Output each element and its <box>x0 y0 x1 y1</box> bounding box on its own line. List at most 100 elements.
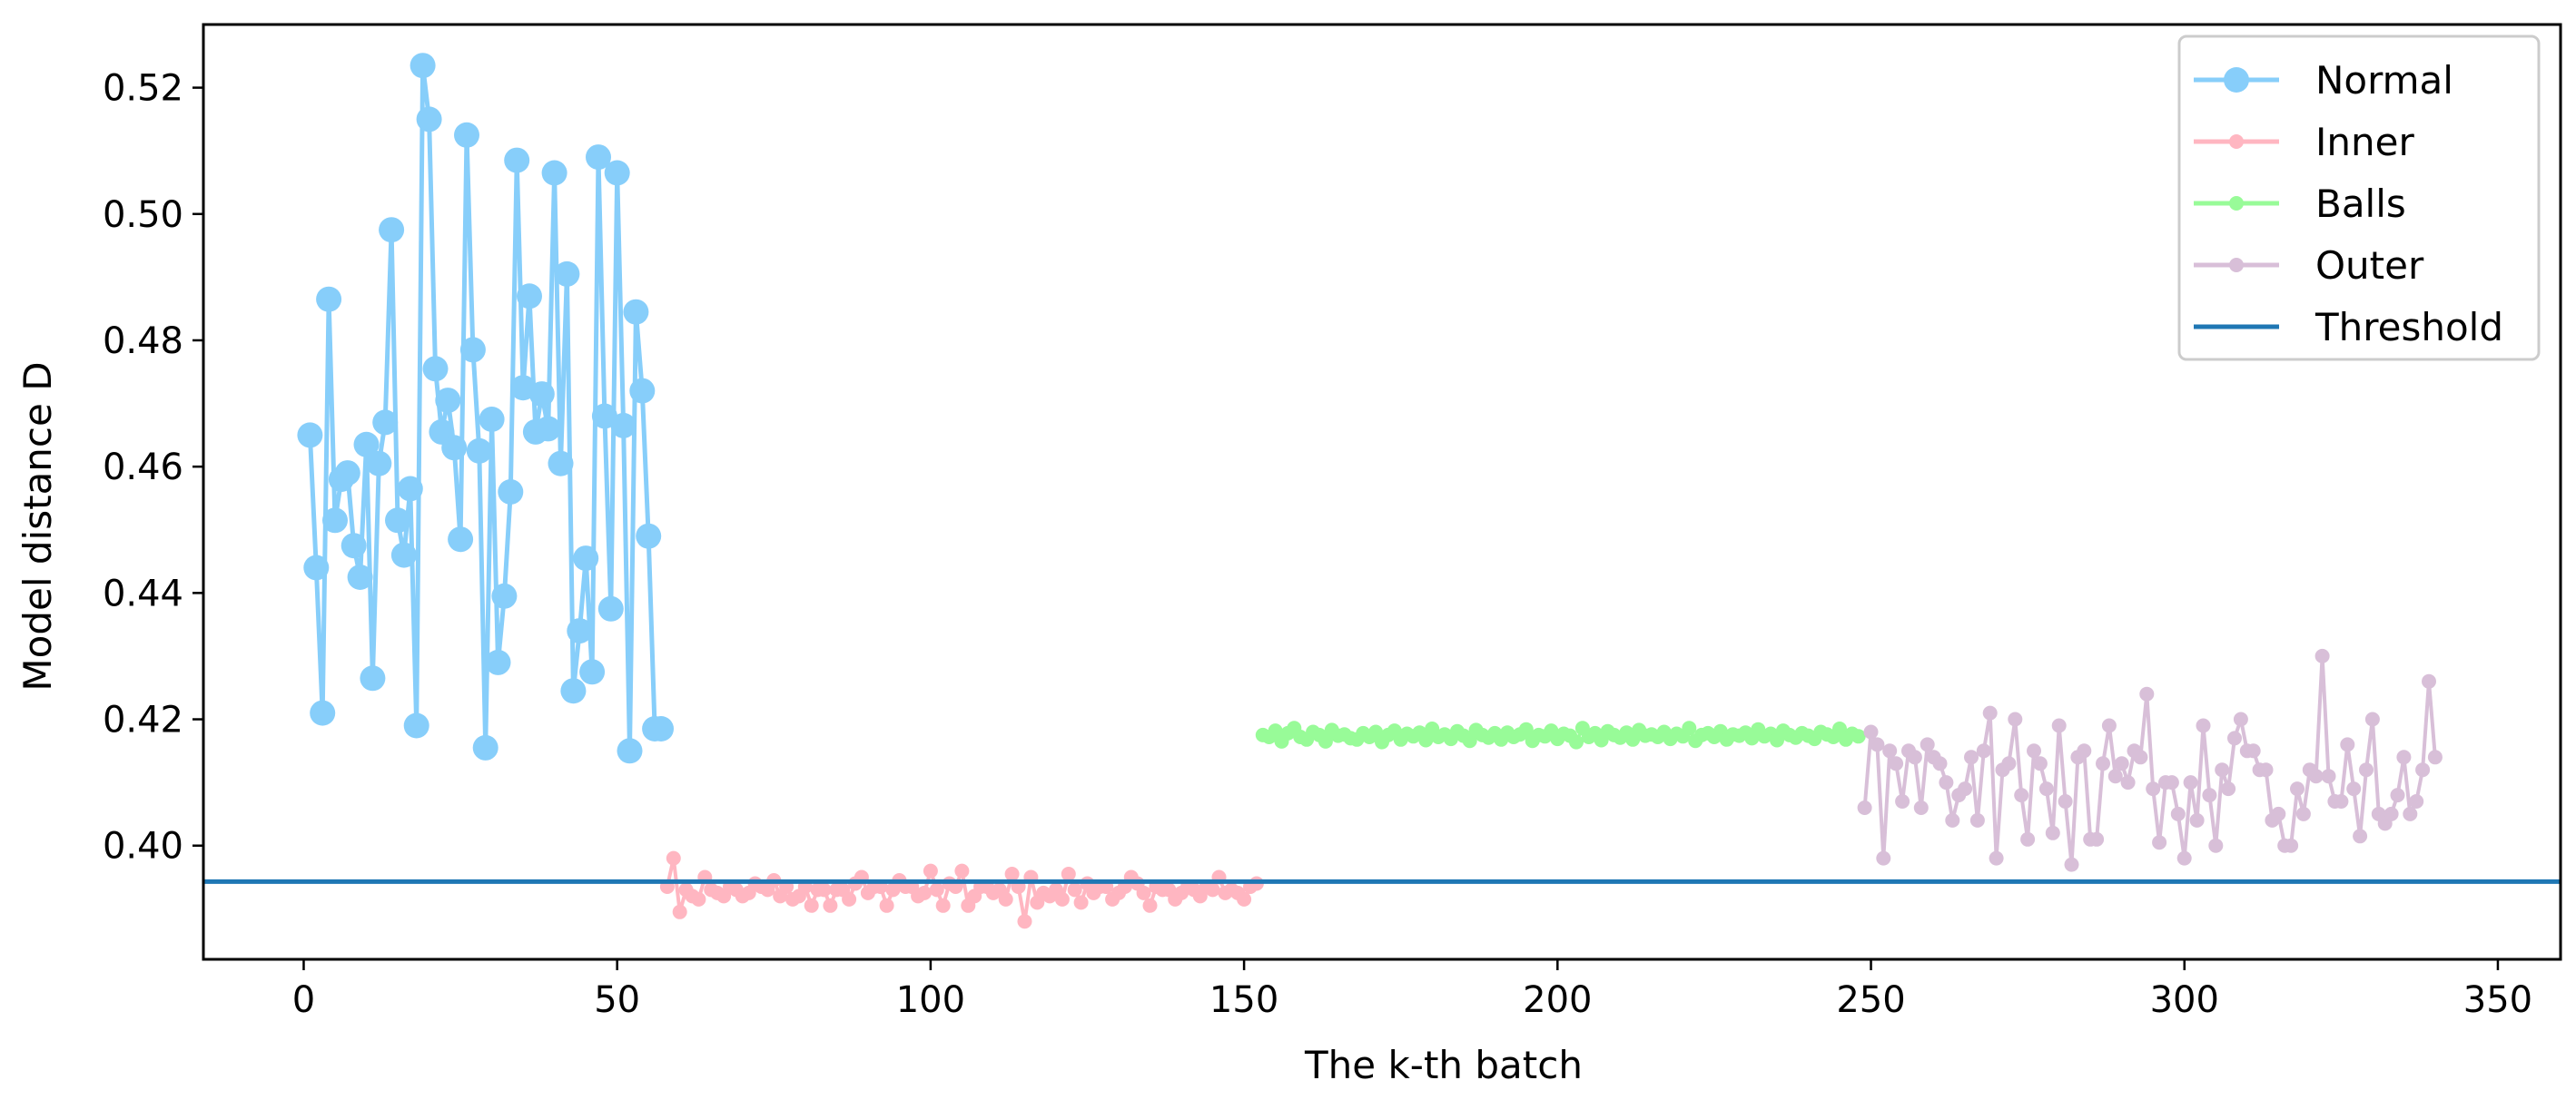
outer-point <box>2384 806 2399 821</box>
normal-point <box>567 618 593 644</box>
normal-point <box>360 665 386 692</box>
outer-point <box>2334 794 2349 809</box>
outer-point <box>2064 857 2079 872</box>
normal-point <box>554 260 580 287</box>
balls-point <box>1462 733 1477 749</box>
balls-point <box>1682 721 1697 736</box>
normal-point <box>397 476 423 502</box>
inner-point <box>672 904 687 919</box>
normal-point <box>504 147 530 173</box>
normal-point <box>541 160 568 186</box>
outer-point <box>1889 756 1904 771</box>
normal-point <box>347 565 373 590</box>
normal-point <box>459 337 486 363</box>
outer-point <box>2133 750 2148 765</box>
normal-point <box>479 407 505 432</box>
legend-label-threshold: Threshold <box>2314 305 2503 349</box>
outer-point <box>2051 718 2067 733</box>
normal-point <box>560 678 587 704</box>
outer-point <box>1882 743 1898 759</box>
normal-point <box>573 545 599 572</box>
inner-point <box>1017 914 1032 929</box>
normal-point <box>416 106 442 133</box>
x-tick-label: 50 <box>594 979 640 1021</box>
outer-point <box>1895 794 1910 809</box>
outer-point <box>1982 705 1998 721</box>
outer-point <box>2008 712 2023 727</box>
legend-item-threshold: Threshold <box>2194 305 2503 349</box>
outer-point <box>2359 762 2374 778</box>
outer-point <box>2346 781 2362 797</box>
outer-point <box>2183 775 2198 791</box>
outer-point <box>2353 829 2368 844</box>
y-tick-label: 0.44 <box>103 573 183 614</box>
outer-point <box>2202 788 2217 803</box>
normal-point <box>610 412 637 438</box>
outer-point <box>2096 756 2110 771</box>
outer-point <box>2164 775 2179 791</box>
normal-point <box>310 700 336 726</box>
outer-point <box>2152 835 2167 850</box>
balls-point <box>1268 723 1283 739</box>
inner-point <box>917 885 932 900</box>
outer-point <box>2045 825 2060 840</box>
balls-point <box>1569 734 1584 750</box>
normal-point <box>623 299 649 325</box>
balls-point <box>1318 733 1333 749</box>
y-axis-label: Model distance D <box>15 361 60 691</box>
x-tick-label: 200 <box>1523 979 1592 1021</box>
outer-point <box>1876 850 1891 866</box>
inner-point <box>823 898 838 913</box>
outer-point <box>1920 737 1935 752</box>
normal-point <box>334 460 360 486</box>
outer-point <box>2364 712 2380 727</box>
inner-point <box>1067 882 1082 898</box>
normal-point <box>579 659 606 685</box>
legend-marker-balls <box>2229 196 2244 211</box>
outer-point <box>2271 806 2286 821</box>
outer-point <box>2196 718 2211 733</box>
outer-point <box>2058 794 2073 809</box>
outer-point <box>2245 743 2261 759</box>
legend-box <box>2177 34 2541 361</box>
y-axis-ticks: 0.40 0.42 0.44 0.46 0.48 0.50 0.52 <box>103 68 203 868</box>
normal-point <box>448 526 474 553</box>
x-axis-label: The k-th batch <box>1304 1043 1583 1087</box>
inner-point <box>666 850 681 866</box>
outer-point <box>2227 731 2242 746</box>
y-tick-label: 0.46 <box>103 447 183 488</box>
normal-point <box>316 286 342 312</box>
inner-point <box>816 882 832 898</box>
legend-label-normal: Normal <box>2315 58 2453 103</box>
x-tick-label: 150 <box>1209 979 1278 1021</box>
inner-point <box>1073 895 1089 910</box>
outer-point <box>2295 806 2311 821</box>
normal-point <box>491 583 518 609</box>
normal-point <box>441 435 468 461</box>
normal-point <box>498 479 524 505</box>
normal-point <box>604 160 630 186</box>
normal-point <box>454 122 479 148</box>
outer-point <box>1976 743 1991 759</box>
outer-point <box>1870 737 1885 752</box>
outer-point <box>1958 781 1973 797</box>
outer-point <box>2290 781 2305 797</box>
outer-point <box>1964 750 1979 765</box>
balls-point <box>1832 722 1847 736</box>
plot-area <box>203 53 2561 929</box>
outer-point <box>1989 850 2004 866</box>
outer-point <box>1969 812 1985 828</box>
normal-point <box>591 403 617 429</box>
normal-point <box>528 381 555 408</box>
balls-point <box>1518 722 1534 737</box>
normal-point <box>341 533 367 559</box>
legend-label-inner: Inner <box>2315 120 2414 164</box>
outer-point <box>2284 838 2299 853</box>
inner-point <box>1237 891 1252 907</box>
outer-point <box>2308 769 2324 784</box>
inner-point <box>935 898 951 913</box>
inner-point <box>1142 898 1158 913</box>
inner-point <box>954 863 970 879</box>
outer-point <box>2001 756 2017 771</box>
